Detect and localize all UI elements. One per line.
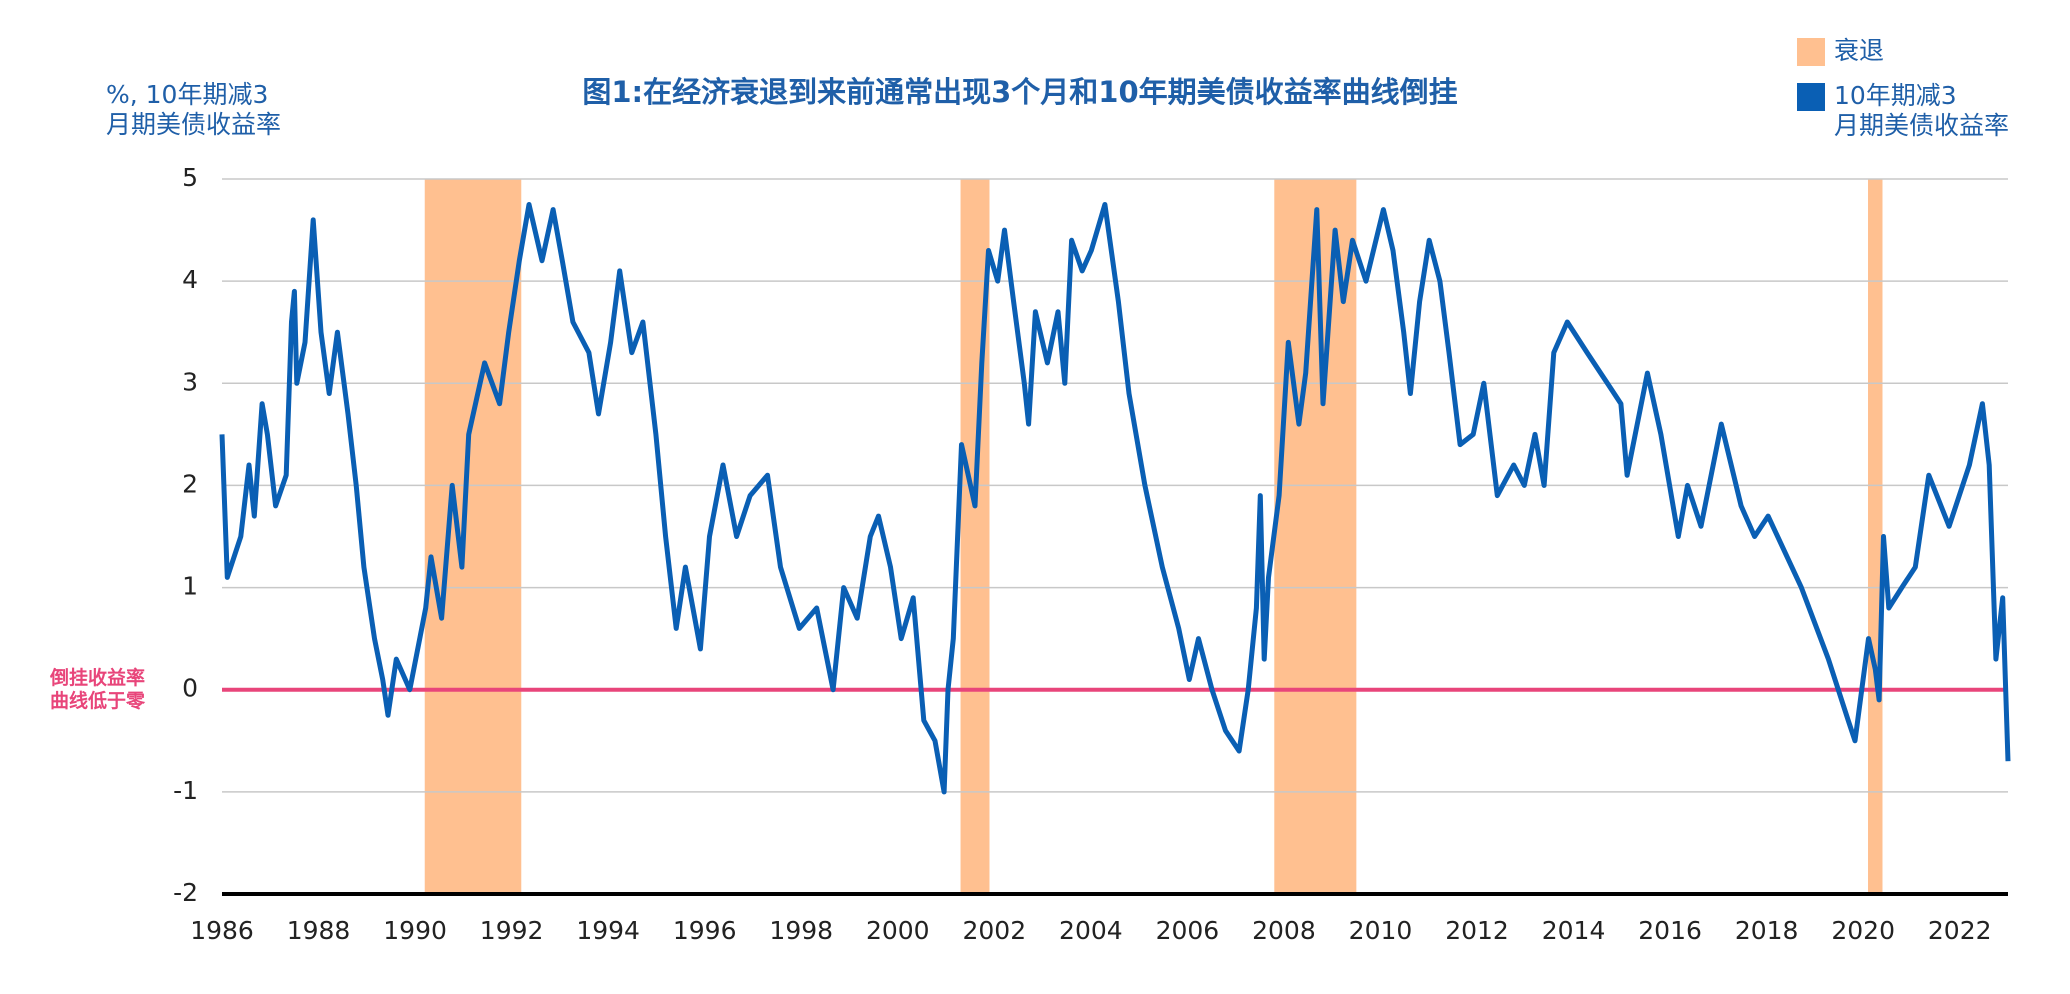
x-tick-label: 2000 [866, 916, 930, 945]
x-tick-label: 1988 [287, 916, 351, 945]
y-axis-label: %, 10年期减3 月期美债收益率 [106, 80, 282, 139]
x-tick-label: 1998 [769, 916, 833, 945]
y-tick-label: 5 [182, 163, 198, 192]
x-tick-label: 2004 [1059, 916, 1123, 945]
x-tick-label: 2006 [1156, 916, 1220, 945]
y-tick-label: 4 [182, 265, 198, 294]
x-tick-label: 1996 [673, 916, 737, 945]
recession-band [1868, 179, 1883, 894]
x-tick-label: 2008 [1252, 916, 1316, 945]
legend-swatch [1797, 83, 1825, 111]
x-tick-label: 2022 [1928, 916, 1992, 945]
x-tick-label: 1990 [383, 916, 447, 945]
x-tick-label: 2020 [1831, 916, 1895, 945]
x-tick-label: 1986 [190, 916, 254, 945]
y-tick-label: -1 [173, 776, 198, 805]
legend-label: 10年期减3 月期美债收益率 [1834, 81, 2010, 140]
legend-label: 衰退 [1834, 36, 1885, 65]
x-tick-label: 2014 [1542, 916, 1606, 945]
x-tick-label: 1992 [480, 916, 544, 945]
x-tick-label: 2016 [1638, 916, 1702, 945]
y-tick-label: 1 [182, 572, 198, 601]
y-tick-label: 3 [182, 367, 198, 396]
x-tick-label: 2002 [963, 916, 1027, 945]
y-tick-label: -2 [173, 878, 198, 907]
y-tick-label: 2 [182, 469, 198, 498]
legend-swatch [1797, 38, 1825, 66]
x-tick-label: 2018 [1735, 916, 1799, 945]
x-tick-label: 2010 [1349, 916, 1413, 945]
x-tick-label: 1994 [576, 916, 640, 945]
annotation: 倒挂收益率 曲线低于零 [49, 667, 145, 712]
x-tick-label: 2012 [1445, 916, 1509, 945]
chart-title: 图1:在经济衰退到来前通常出现3个月和10年期美债收益率曲线倒挂 [582, 75, 1457, 109]
series-line [219, 202, 2011, 795]
recession-band [424, 179, 522, 894]
y-tick-label: 0 [182, 674, 198, 703]
